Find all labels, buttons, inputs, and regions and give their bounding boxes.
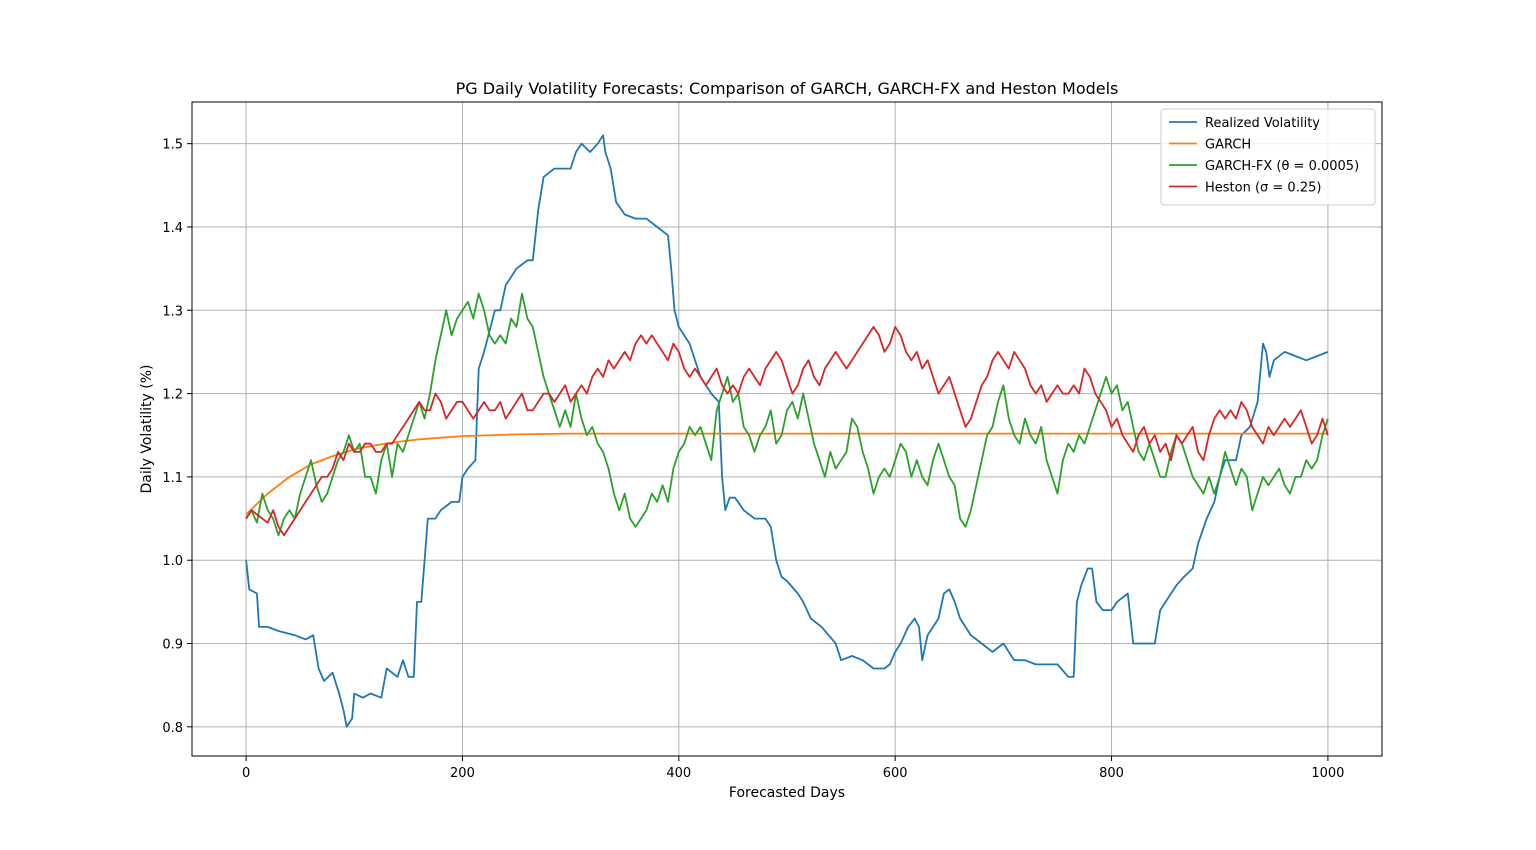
- y-tick-label: 1.1: [162, 471, 183, 486]
- series-lines: [245, 134, 1329, 728]
- x-axis-label: Forecasted Days: [729, 785, 845, 801]
- plot-frame: [191, 101, 1383, 757]
- grid: [192, 102, 1382, 756]
- y-tick-label: 1.5: [162, 138, 183, 153]
- y-tick-label: 1.2: [162, 388, 183, 403]
- legend-label: GARCH: [1205, 138, 1251, 153]
- x-tick-label: 1000: [1311, 766, 1344, 781]
- legend-label: Realized Volatility: [1205, 116, 1320, 131]
- y-tick-label: 1.0: [162, 554, 183, 569]
- series-line-3: [245, 325, 1329, 537]
- y-tick-label: 0.9: [162, 638, 183, 653]
- x-tick-label: 200: [450, 766, 475, 781]
- y-tick-label: 1.4: [162, 221, 183, 236]
- legend-label: Heston (σ = 0.25): [1205, 181, 1321, 196]
- x-tick-label: 0: [242, 766, 250, 781]
- x-tick-label: 600: [883, 766, 908, 781]
- series-line-0: [245, 134, 1329, 728]
- legend-label: GARCH-FX (θ = 0.0005): [1205, 159, 1359, 174]
- legend: Realized Volatility GARCH GARCH-FX (θ = 0.…: [1160, 108, 1376, 206]
- y-tick-label: 1.3: [162, 304, 183, 319]
- series-line-1: [245, 432, 1328, 516]
- chart-title: PG Daily Volatility Forecasts: Compariso…: [456, 79, 1119, 98]
- x-tick-label: 800: [1099, 766, 1124, 781]
- x-tick-label: 400: [666, 766, 691, 781]
- legend-box: [1160, 108, 1376, 206]
- axis-ticks: 0 200 400 600 800 1000 0.8 0.9 1.0 1.1 1.2 1.3 1.4 1.…: [162, 138, 1344, 781]
- y-tick-label: 0.8: [162, 721, 183, 736]
- y-axis-label: Daily Volatility (%): [139, 364, 155, 493]
